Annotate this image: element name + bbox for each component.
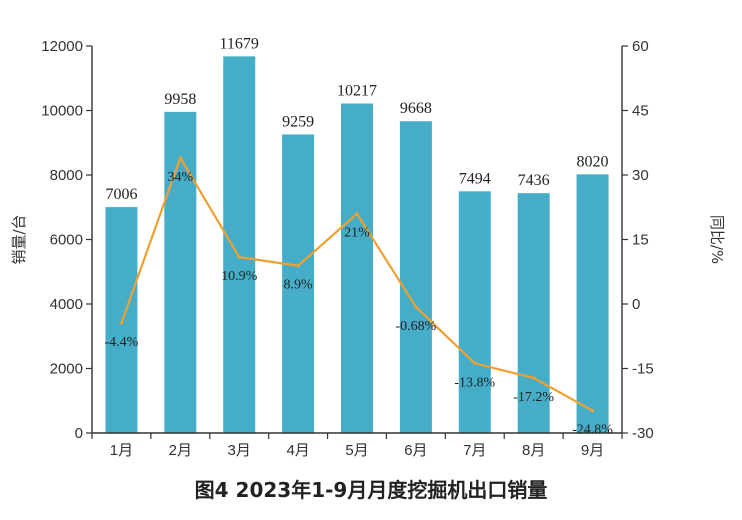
bar-value-label: 7436	[518, 172, 550, 189]
x-tick-label: 4月	[286, 442, 309, 459]
bar-value-label: 7006	[105, 186, 137, 203]
bar-6	[399, 121, 432, 433]
yoy-value-label: 34%	[167, 170, 193, 185]
x-tick-label: 6月	[404, 442, 427, 459]
bar-series	[105, 56, 609, 434]
bar-9	[576, 174, 609, 434]
x-tick-label: 3月	[228, 442, 251, 459]
yoy-point	[414, 305, 418, 309]
yoy-point	[355, 212, 359, 216]
line-data-labels: -4.4% 34% 10.9% 8.9% 21% -0.68% -13.8% -17.2% -2…	[105, 170, 614, 438]
yoy-value-label: 10.9%	[221, 269, 258, 284]
y-axis-right-ticks: -30 -15 0 15 30 45 60	[622, 38, 654, 442]
y-axis-left-ticks: 0 2000 4000 6000 8000 10000 12000	[41, 38, 92, 442]
yoy-point	[119, 321, 124, 325]
yoy-value-label: -17.2%	[513, 390, 554, 405]
bar-4	[282, 134, 315, 433]
y-right-tick-label: -15	[632, 361, 654, 378]
yoy-point	[237, 255, 241, 259]
yoy-value-label: -4.4%	[105, 335, 139, 350]
bar-data-labels: 7006 9958 11679 9259 10217 9668 7494 7436 8020	[105, 35, 608, 203]
y-left-tick-label: 12000	[41, 38, 83, 55]
line-series	[119, 156, 595, 413]
yoy-point	[590, 409, 595, 413]
x-tick-label: 7月	[463, 442, 486, 459]
y-right-tick-label: -30	[632, 425, 654, 442]
yoy-value-label: -13.8%	[454, 375, 495, 390]
x-tick-label: 2月	[169, 442, 192, 459]
yoy-point	[532, 376, 536, 380]
y-right-tick-label: 45	[632, 103, 649, 120]
y-left-tick-label: 8000	[50, 167, 83, 184]
x-tick-label: 8月	[522, 442, 545, 459]
bar-2	[164, 111, 197, 434]
bar-value-label: 7494	[459, 170, 491, 187]
y-right-tick-label: 30	[632, 167, 649, 184]
x-tick-label: 9月	[581, 442, 604, 459]
yoy-point	[473, 361, 477, 365]
yoy-value-label: -24.8%	[572, 423, 613, 438]
bar-7	[458, 191, 491, 433]
y-left-tick-label: 0	[75, 425, 83, 442]
x-axis-ticks: 1月 2月 3月 4月 5月 6月 7月 8月 9月	[91, 433, 623, 459]
bar-8	[517, 193, 550, 433]
bar-value-label: 9259	[282, 113, 314, 130]
y-left-tick-label: 10000	[41, 103, 83, 120]
yoy-value-label: 21%	[344, 226, 370, 241]
yoy-value-label: -0.68%	[395, 319, 436, 334]
y-right-tick-label: 0	[632, 296, 640, 313]
x-tick-label: 5月	[345, 442, 368, 459]
bar-value-label: 11679	[220, 35, 259, 52]
bar-3	[223, 56, 256, 434]
y-axis-left-title: 销量/台	[10, 214, 28, 264]
bar-value-label: 10217	[337, 83, 377, 100]
bar-5	[341, 103, 373, 434]
y-right-tick-label: 60	[632, 38, 649, 55]
yoy-value-label: 8.9%	[284, 278, 314, 293]
y-axis-right-title: 同比/%	[708, 215, 726, 264]
y-right-tick-label: 15	[632, 232, 649, 249]
bar-value-label: 8020	[577, 153, 609, 170]
yoy-point	[296, 264, 300, 268]
bar-value-label: 9958	[164, 91, 196, 108]
y-left-tick-label: 4000	[50, 296, 83, 313]
chart-title: 图4 2023年1-9月月度挖掘机出口销量	[195, 478, 548, 502]
y-left-tick-label: 2000	[50, 361, 83, 378]
y-left-tick-label: 6000	[50, 232, 83, 249]
x-tick-label: 1月	[110, 442, 133, 459]
yoy-point	[178, 156, 182, 160]
bar-value-label: 9668	[400, 100, 432, 117]
